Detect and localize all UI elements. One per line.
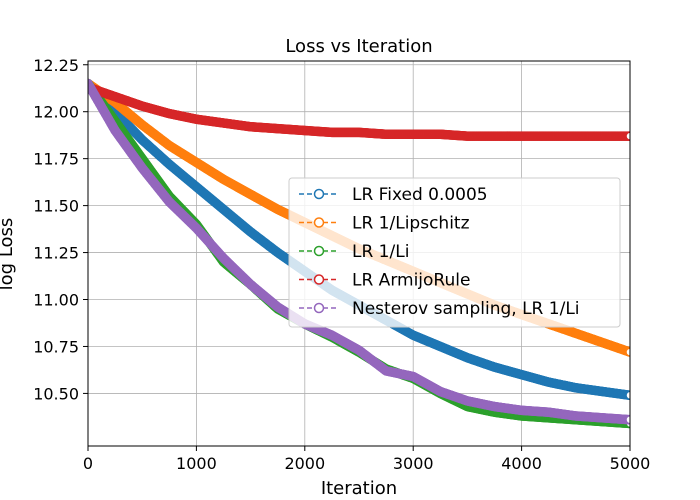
legend-label: LR 1/Lipschitz [352, 214, 470, 234]
legend-box [288, 177, 621, 328]
y-axis-label: log Loss [0, 218, 17, 291]
y-tick-label: 11.75 [33, 150, 79, 169]
series-point [625, 347, 630, 357]
x-tick-label: 3000 [393, 454, 434, 473]
y-tick-label: 11.25 [33, 244, 79, 263]
legend-label: LR ArmijoRule [352, 271, 470, 291]
y-tick-label: 12.25 [33, 56, 79, 75]
legend-marker [313, 302, 325, 314]
x-tick-label: 1000 [176, 454, 217, 473]
series-point [625, 414, 630, 425]
y-tick-label: 10.75 [33, 337, 79, 356]
x-tick-label: 2000 [284, 454, 325, 473]
series-point [625, 390, 630, 401]
y-tick-label: 11.50 [33, 197, 79, 216]
x-tick-label: 0 [83, 454, 93, 473]
chart-title: Loss vs Iteration [285, 36, 432, 57]
y-tick-label: 12.00 [33, 103, 79, 122]
legend-label: Nesterov sampling, LR 1/Li [352, 299, 580, 319]
x-tick-label: 5000 [610, 454, 651, 473]
x-tick-label: 4000 [501, 454, 542, 473]
plot-frame [87, 60, 631, 447]
legend-label: LR 1/Li [352, 242, 409, 262]
series-4 [88, 78, 630, 425]
legend-marker [313, 188, 325, 200]
x-axis-label: Iteration [321, 478, 397, 499]
legend-marker [313, 274, 325, 285]
legend: LR Fixed 0.0005 LR 1/Lipschitz LR 1/Li LR A… [288, 177, 621, 328]
axis-ticks: 0 1000 2000 3000 4000 5000 10.50 10.75 11.00 11.2… [33, 56, 650, 473]
series-3 [88, 82, 630, 141]
y-tick-label: 10.50 [33, 384, 79, 403]
legend-marker [313, 217, 325, 228]
legend-marker [313, 245, 325, 257]
legend-label: LR Fixed 0.0005 [352, 185, 488, 205]
y-tick-label: 11.00 [33, 291, 79, 310]
series-point [625, 131, 630, 141]
